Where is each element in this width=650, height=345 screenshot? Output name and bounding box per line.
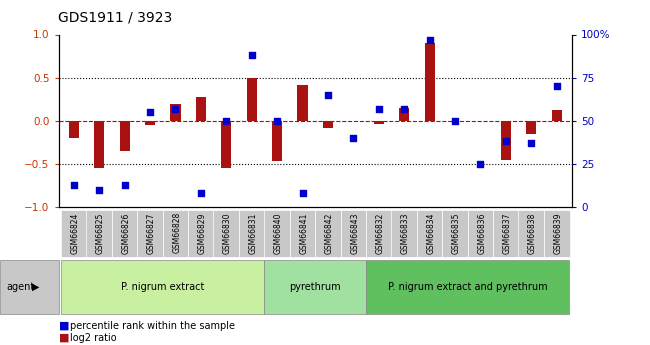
Point <box>68 182 79 187</box>
Text: GSM66829: GSM66829 <box>198 212 207 254</box>
Point <box>424 37 435 42</box>
Point <box>500 139 511 144</box>
Bar <box>246 78 257 121</box>
Bar <box>196 97 206 121</box>
Point <box>145 109 155 115</box>
Bar <box>69 121 79 138</box>
Point <box>196 190 206 196</box>
Text: GSM66825: GSM66825 <box>96 212 105 254</box>
Bar <box>221 121 231 168</box>
Bar <box>323 121 333 128</box>
Text: GSM66832: GSM66832 <box>376 212 385 254</box>
Bar <box>424 43 435 121</box>
Bar <box>170 104 181 121</box>
Text: GSM66839: GSM66839 <box>554 212 562 254</box>
Text: GSM66830: GSM66830 <box>223 212 232 254</box>
Point <box>272 118 282 124</box>
Text: agent: agent <box>6 282 34 292</box>
Point <box>246 52 257 58</box>
Point <box>170 106 181 111</box>
Text: ■: ■ <box>58 333 69 343</box>
Bar <box>298 85 307 121</box>
Point <box>297 190 307 196</box>
Text: GSM66834: GSM66834 <box>426 212 436 254</box>
Text: GSM66833: GSM66833 <box>401 212 410 254</box>
Text: GSM66824: GSM66824 <box>71 212 79 254</box>
Bar <box>500 121 511 159</box>
Text: GSM66843: GSM66843 <box>350 212 359 254</box>
Bar <box>145 121 155 125</box>
Bar <box>94 121 104 168</box>
Point <box>374 106 384 111</box>
Point <box>552 83 562 89</box>
Bar <box>552 110 562 121</box>
Point <box>450 118 460 124</box>
Text: ▶: ▶ <box>32 282 40 292</box>
Point <box>221 118 231 124</box>
Text: GSM66827: GSM66827 <box>147 212 156 254</box>
Text: GSM66842: GSM66842 <box>325 212 333 254</box>
Point <box>348 135 359 141</box>
Text: GSM66835: GSM66835 <box>452 212 461 254</box>
Point <box>399 106 410 111</box>
Text: GSM66831: GSM66831 <box>248 212 257 254</box>
Point <box>475 161 486 167</box>
Text: log2 ratio: log2 ratio <box>70 333 117 343</box>
Bar <box>374 121 384 124</box>
Text: pyrethrum: pyrethrum <box>289 282 341 292</box>
Text: GSM66838: GSM66838 <box>528 212 537 254</box>
Text: P. nigrum extract and pyrethrum: P. nigrum extract and pyrethrum <box>388 282 547 292</box>
Bar <box>399 108 410 121</box>
Text: GSM66836: GSM66836 <box>477 212 486 254</box>
Text: ■: ■ <box>58 321 69 331</box>
Bar <box>272 121 282 161</box>
Text: GSM66840: GSM66840 <box>274 212 283 254</box>
Point <box>323 92 333 98</box>
Text: GSM66826: GSM66826 <box>122 212 131 254</box>
Text: GSM66828: GSM66828 <box>172 212 181 254</box>
Bar <box>526 121 536 134</box>
Text: P. nigrum extract: P. nigrum extract <box>121 282 204 292</box>
Text: percentile rank within the sample: percentile rank within the sample <box>70 321 235 331</box>
Text: GDS1911 / 3923: GDS1911 / 3923 <box>58 10 173 24</box>
Point <box>526 140 536 146</box>
Bar <box>120 121 130 151</box>
Text: GSM66837: GSM66837 <box>502 212 512 254</box>
Point <box>94 187 105 193</box>
Text: GSM66841: GSM66841 <box>299 212 308 254</box>
Point <box>120 182 130 187</box>
